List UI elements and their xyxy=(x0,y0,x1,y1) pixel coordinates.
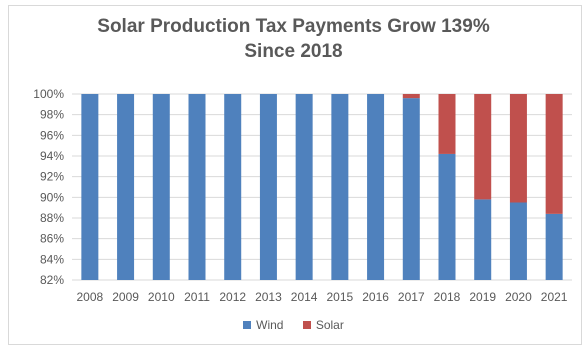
chart-title-line2: Since 2018 xyxy=(244,41,343,62)
bar-wind-2009 xyxy=(117,94,135,280)
y-tick-label: 84% xyxy=(40,252,64,266)
y-tick-label: 100% xyxy=(33,87,64,101)
bar-wind-2017 xyxy=(402,98,420,280)
bar-solar-2019 xyxy=(474,94,492,200)
legend-label-wind: Wind xyxy=(256,318,284,332)
bars xyxy=(81,94,563,280)
gridlines xyxy=(72,93,572,281)
legend-swatch-wind xyxy=(243,321,252,329)
legend-item-wind: Wind xyxy=(243,318,283,332)
x-tick-label: 2011 xyxy=(184,290,210,304)
legend-item-solar: Solar xyxy=(302,318,344,332)
bar-wind-2018 xyxy=(438,153,456,280)
x-tick-label: 2017 xyxy=(398,290,425,304)
x-tick-label: 2012 xyxy=(219,290,246,304)
x-tick-label: 2009 xyxy=(112,290,139,304)
bar-wind-2008 xyxy=(81,94,99,280)
x-tick-label: 2019 xyxy=(469,290,496,304)
bar-wind-2015 xyxy=(331,94,349,280)
legend: Wind Solar xyxy=(0,318,587,332)
bar-wind-2010 xyxy=(152,94,170,280)
bar-wind-2016 xyxy=(367,94,385,280)
y-tick-label: 82% xyxy=(40,273,64,287)
bar-solar-2018 xyxy=(438,94,456,154)
chart-title-line1: Solar Production Tax Payments Grow 139% xyxy=(97,16,490,37)
x-tick-label: 2021 xyxy=(541,290,568,304)
legend-label-solar: Solar xyxy=(315,318,344,332)
x-tick-label: 2014 xyxy=(291,290,318,304)
x-tick-label: 2018 xyxy=(434,290,461,304)
legend-swatch-solar xyxy=(302,321,311,329)
y-tick-label: 98% xyxy=(40,108,64,122)
y-tick-label: 90% xyxy=(40,190,64,204)
x-axis: 2008 2009 2010 2011 2012 2013 2014 2015 2016 2017… xyxy=(77,290,568,304)
x-tick-label: 2020 xyxy=(505,290,532,304)
y-tick-label: 94% xyxy=(40,149,64,163)
bar-wind-2021 xyxy=(545,213,563,280)
bar-wind-2013 xyxy=(259,94,277,280)
bar-solar-2020 xyxy=(509,94,527,203)
x-tick-label: 2016 xyxy=(362,290,389,304)
y-tick-label: 92% xyxy=(40,170,64,184)
y-tick-label: 96% xyxy=(40,128,64,142)
x-tick-label: 2015 xyxy=(327,290,354,304)
y-axis: 82% 84% 86% 88% 90% 92% 94% 96% 98% 100% xyxy=(33,87,64,287)
y-tick-label: 88% xyxy=(40,211,64,225)
x-tick-label: 2013 xyxy=(255,290,282,304)
y-tick-label: 86% xyxy=(40,232,64,246)
chart-title: Solar Production Tax Payments Grow 139% … xyxy=(0,14,587,64)
x-tick-label: 2010 xyxy=(148,290,175,304)
bar-solar-2017 xyxy=(402,94,420,99)
bar-wind-2014 xyxy=(295,94,313,280)
bar-wind-2020 xyxy=(509,202,527,280)
bar-wind-2012 xyxy=(224,94,242,280)
bar-solar-2021 xyxy=(545,94,563,214)
bar-wind-2011 xyxy=(188,94,206,280)
bar-wind-2019 xyxy=(474,199,492,280)
x-tick-label: 2008 xyxy=(77,290,104,304)
